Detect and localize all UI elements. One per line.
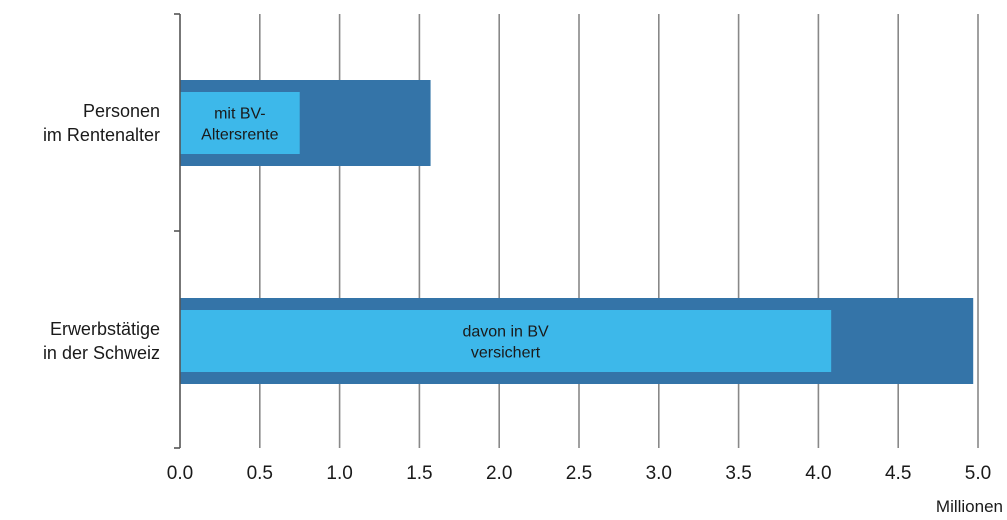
x-tick-label: 1.0 xyxy=(326,463,352,484)
bars xyxy=(180,80,974,384)
axes xyxy=(174,13,181,449)
bar-inner xyxy=(180,310,832,372)
bar-inner-label-line: davon in BV xyxy=(462,324,549,341)
x-tick-label: 2.5 xyxy=(566,463,592,484)
bar-inner xyxy=(180,92,300,154)
x-tick-label: 3.0 xyxy=(646,463,672,484)
x-tick-label: 4.0 xyxy=(805,463,831,484)
x-tick-label: 4.5 xyxy=(885,463,911,484)
category-label-line: Erwerbstätige xyxy=(50,319,160,339)
bar-inner-label: mit BV- Altersrente xyxy=(201,106,278,144)
bar-inner-label-line: mit BV- xyxy=(214,106,266,123)
category-label-line: Personen xyxy=(83,101,160,121)
x-tick-label: 5.0 xyxy=(965,463,991,484)
x-tick-label: 0.5 xyxy=(247,463,273,484)
labels: 0.0 0.5 1.0 1.5 2.0 2.5 3.0 3.5 4.0 4.5 5.0 mit BV-… xyxy=(43,101,991,484)
category-label-line: im Rentenalter xyxy=(43,125,160,145)
category-label-line: in der Schweiz xyxy=(43,343,160,363)
category-label: Personen im Rentenalter xyxy=(43,101,160,145)
category-label: Erwerbstätige in der Schweiz xyxy=(43,319,160,363)
bar-inner-label: davon in BV versichert xyxy=(462,324,549,362)
x-axis-unit-label: Millionen xyxy=(936,497,1003,516)
x-tick-label: 3.5 xyxy=(725,463,751,484)
bar-inner-label-line: versichert xyxy=(471,345,541,362)
bar-inner-label-line: Altersrente xyxy=(201,127,278,144)
x-tick-label: 2.0 xyxy=(486,463,512,484)
x-tick-label: 1.5 xyxy=(406,463,432,484)
x-tick-label: 0.0 xyxy=(167,463,193,484)
